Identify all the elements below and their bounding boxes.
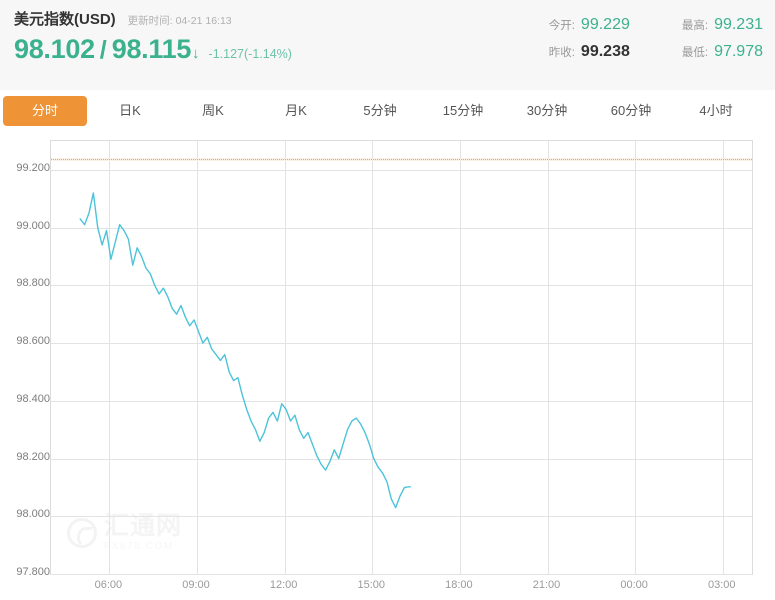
y-axis-tick-label: 97.800 bbox=[16, 566, 50, 578]
x-axis-tick-label: 21:00 bbox=[532, 579, 561, 591]
quote-header: 美元指数(USD) 更新时间: 04-21 16:13 98.102 / 98.… bbox=[0, 0, 775, 90]
gridline-horizontal bbox=[51, 458, 752, 460]
gridline-horizontal bbox=[51, 169, 752, 171]
quote-stat-prev-close-label: 昨收: bbox=[548, 47, 575, 59]
chart-plot-area[interactable]: 汇通网 FX678.COM bbox=[50, 140, 753, 575]
page-title: 美元指数(USD) bbox=[14, 11, 116, 28]
gridline-horizontal bbox=[51, 574, 752, 575]
period-tab-7[interactable]: 30分钟 bbox=[526, 103, 568, 118]
period-tab-3[interactable]: 周K bbox=[202, 103, 224, 118]
x-axis-tick-label: 18:00 bbox=[445, 579, 473, 591]
period-tab-9[interactable]: 4小时 bbox=[699, 103, 733, 118]
gridline-vertical bbox=[635, 141, 637, 574]
quote-stats-grid: 今开: 99.229 最高: 99.231 昨收: 99.238 最低: 97.… bbox=[549, 16, 763, 61]
y-axis-tick-label: 98.200 bbox=[16, 450, 50, 463]
gridline-vertical bbox=[722, 141, 724, 574]
quote-stat-prev-close-value: 99.238 bbox=[580, 43, 630, 60]
price-line-series bbox=[79, 192, 411, 509]
gridline-horizontal bbox=[51, 227, 752, 229]
price-separator: / bbox=[99, 36, 107, 64]
quote-stat-open-value: 99.229 bbox=[580, 16, 630, 33]
quote-stat-high-value: 99.231 bbox=[714, 16, 763, 33]
quote-stat-low-label: 最低: bbox=[681, 47, 709, 59]
gridline-vertical bbox=[372, 141, 374, 574]
period-tab-1[interactable]: 分时 bbox=[3, 96, 87, 126]
gridline-vertical bbox=[284, 141, 286, 574]
x-axis-tick-label: 00:00 bbox=[620, 579, 648, 591]
y-axis-tick-label: 99.000 bbox=[16, 219, 50, 232]
quote-stat-low: 最低: 97.978 bbox=[682, 43, 763, 61]
x-axis-tick-label: 06:00 bbox=[94, 579, 123, 591]
update-time-group: 更新时间: 04-21 16:13 bbox=[128, 13, 232, 28]
previous-close-reference-line bbox=[51, 158, 752, 160]
quote-stat-open: 今开: 99.229 bbox=[549, 16, 630, 34]
x-axis-tick-label: 12:00 bbox=[269, 579, 298, 591]
quote-stat-high: 最高: 99.231 bbox=[682, 16, 763, 34]
quote-stat-high-label: 最高: bbox=[681, 20, 709, 32]
y-axis-tick-label: 98.600 bbox=[16, 335, 50, 348]
price-change: -1.127(-1.14%) bbox=[208, 47, 292, 61]
y-axis-tick-label: 98.000 bbox=[16, 508, 50, 521]
gridline-vertical bbox=[547, 141, 549, 574]
gridline-horizontal bbox=[51, 400, 752, 402]
gridline-horizontal bbox=[51, 285, 752, 287]
title-row: 美元指数(USD) 更新时间: 04-21 16:13 bbox=[14, 8, 292, 29]
period-tab-4[interactable]: 月K bbox=[285, 103, 307, 118]
gridline-vertical bbox=[197, 141, 199, 574]
gridline-vertical bbox=[459, 141, 461, 574]
gridline-horizontal bbox=[51, 516, 752, 518]
y-axis-tick-label: 98.800 bbox=[16, 277, 50, 290]
x-axis-tick-label: 03:00 bbox=[708, 579, 736, 591]
ask-price: 98.115 bbox=[111, 34, 192, 64]
price-line-path bbox=[79, 192, 411, 509]
update-time-value: 04-21 16:13 bbox=[175, 15, 232, 27]
quote-stat-open-label: 今开: bbox=[548, 20, 575, 32]
quote-stat-prev-close: 昨收: 99.238 bbox=[549, 43, 630, 61]
y-axis-tick-label: 99.200 bbox=[16, 161, 50, 174]
chart-area: 99.200 99.000 98.800 98.600 98.400 98.200 98.0… bbox=[0, 136, 775, 600]
period-tab-6[interactable]: 15分钟 bbox=[442, 103, 484, 118]
y-axis-tick-label: 98.400 bbox=[16, 392, 50, 405]
x-axis-labels: 06:00 09:00 12:00 15:00 18:00 21:00 00:00 03:00 bbox=[0, 579, 775, 599]
y-axis-labels: 99.200 99.000 98.800 98.600 98.400 98.200 98.0… bbox=[0, 140, 50, 578]
bid-price: 98.102 bbox=[14, 34, 95, 64]
gridline-vertical bbox=[109, 141, 111, 574]
price-row: 98.102 / 98.115 ↓ -1.127(-1.14%) bbox=[14, 35, 292, 65]
gridline-horizontal bbox=[51, 343, 752, 345]
period-tab-8[interactable]: 60分钟 bbox=[610, 103, 652, 118]
x-axis-tick-label: 09:00 bbox=[182, 579, 210, 591]
price-direction-down-icon: ↓ bbox=[192, 45, 200, 62]
period-tab-2[interactable]: 日K bbox=[119, 103, 141, 118]
instrument-summary: 美元指数(USD) 更新时间: 04-21 16:13 98.102 / 98.… bbox=[14, 8, 292, 65]
quote-stat-low-value: 97.978 bbox=[714, 43, 763, 60]
period-tab-bar: 分时 日K 周K 月K 5分钟 15分钟 30分钟 60分钟 4小时 bbox=[0, 96, 775, 136]
x-axis-tick-label: 15:00 bbox=[357, 579, 386, 591]
update-time-label: 更新时间: bbox=[127, 15, 173, 27]
period-tab-5[interactable]: 5分钟 bbox=[363, 103, 397, 118]
